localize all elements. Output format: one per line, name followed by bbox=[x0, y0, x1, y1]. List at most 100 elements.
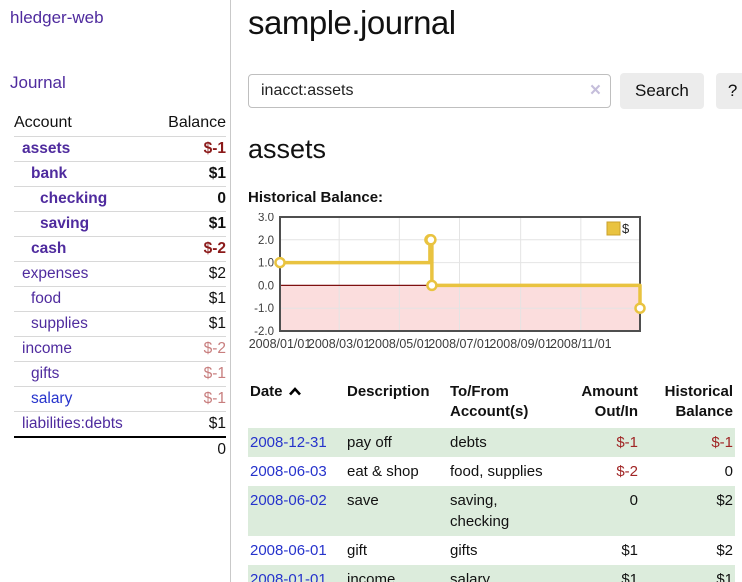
transaction-row: 2008-06-02 save saving, checking 0 $2 bbox=[248, 486, 735, 536]
transaction-date-link[interactable]: 2008-01-01 bbox=[250, 571, 327, 582]
account-link-gifts[interactable]: gifts bbox=[31, 365, 60, 382]
account-balance: $-2 bbox=[152, 236, 226, 262]
search-form: × Search ? bbox=[248, 73, 742, 109]
svg-text:2.0: 2.0 bbox=[258, 235, 274, 247]
transaction-description: pay off bbox=[345, 428, 448, 457]
transaction-amount: $-2 bbox=[616, 463, 638, 480]
help-button[interactable]: ? bbox=[715, 73, 742, 109]
account-row: income $-2 bbox=[14, 336, 226, 362]
accounts-table-header: Account Balance bbox=[14, 112, 226, 137]
transaction-row: 2008-06-01 gift gifts $1 $2 bbox=[248, 536, 735, 565]
transaction-accounts: saving, checking bbox=[448, 486, 560, 536]
register-table-body: 2008-12-31 pay off debts $-1 $-1 2008-06-03 ea… bbox=[248, 428, 735, 582]
account-link-food[interactable]: food bbox=[31, 290, 62, 307]
accounts-total-value: 0 bbox=[14, 436, 226, 462]
account-balance: $1 bbox=[152, 311, 226, 337]
transaction-date-link[interactable]: 2008-06-01 bbox=[250, 542, 327, 559]
transaction-date-link[interactable]: 2008-06-03 bbox=[250, 463, 327, 480]
account-row: saving $1 bbox=[14, 211, 226, 237]
account-link-assets[interactable]: assets bbox=[22, 140, 71, 157]
svg-text:0.0: 0.0 bbox=[258, 280, 274, 292]
amount-column-header: Amount Out/In bbox=[581, 383, 638, 420]
sidebar-item-journal[interactable]: Journal bbox=[10, 73, 66, 92]
transaction-description: income bbox=[345, 565, 448, 582]
date-column-header[interactable]: Date bbox=[248, 380, 345, 428]
svg-text:-2.0: -2.0 bbox=[254, 326, 274, 338]
account-link-expenses[interactable]: expenses bbox=[22, 265, 89, 282]
svg-text:3.0: 3.0 bbox=[258, 213, 274, 224]
account-link-saving[interactable]: saving bbox=[40, 215, 90, 232]
account-link-checking[interactable]: checking bbox=[40, 190, 108, 207]
register-table: Date Description To/From Account(s) Amou… bbox=[248, 380, 735, 582]
account-row: gifts $-1 bbox=[14, 361, 226, 387]
svg-text:2008/01/01: 2008/01/01 bbox=[249, 337, 312, 351]
account-heading: assets bbox=[248, 134, 327, 164]
transaction-date-link[interactable]: 2008-12-31 bbox=[250, 434, 327, 451]
transaction-amount: $-1 bbox=[560, 428, 640, 457]
svg-text:$: $ bbox=[622, 221, 630, 236]
account-balance: $-1 bbox=[152, 361, 226, 387]
transaction-balance: $2 bbox=[716, 542, 733, 559]
search-input[interactable] bbox=[248, 74, 611, 108]
balance-column-header: Balance bbox=[168, 114, 226, 131]
account-balance: $-2 bbox=[152, 336, 226, 362]
transaction-row: 2008-12-31 pay off debts $-1 $-1 bbox=[248, 428, 735, 457]
account-balance: $1 bbox=[152, 211, 226, 237]
transaction-amount: $1 bbox=[621, 542, 638, 559]
account-balance: $1 bbox=[152, 286, 226, 312]
chart-title: Historical Balance: bbox=[248, 189, 384, 206]
transaction-balance: 0 bbox=[724, 463, 733, 480]
account-row: salary $-1 bbox=[14, 386, 226, 412]
historical-balance-chart: $3.0 2.0 1.0 0.0 -1.0 -2.02008/01/012008/03/0… bbox=[249, 212, 646, 351]
transaction-balance: $1 bbox=[640, 565, 735, 582]
account-balance: $-1 bbox=[152, 136, 226, 162]
account-balance: $1 bbox=[152, 161, 226, 187]
accounts-table-body: assets $-1 bank $1 checking 0 saving $1 cash $-2 e… bbox=[14, 136, 226, 437]
sidebar: hledger-web Journal Account Balance asse… bbox=[0, 0, 231, 582]
transaction-accounts: food, supplies bbox=[450, 463, 543, 480]
register-table-header: Date Description To/From Account(s) Amou… bbox=[248, 380, 735, 428]
balance-column-header-register: Historical Balance bbox=[664, 383, 733, 420]
brand-link[interactable]: hledger-web bbox=[10, 8, 104, 27]
account-row: cash $-2 bbox=[14, 236, 226, 262]
account-row: assets $-1 bbox=[14, 136, 226, 162]
transaction-accounts: gifts bbox=[450, 542, 478, 559]
transaction-amount: $1 bbox=[560, 565, 640, 582]
account-link-salary[interactable]: salary bbox=[31, 390, 73, 407]
account-balance: 0 bbox=[152, 186, 226, 212]
accounts-column-header: To/From Account(s) bbox=[450, 383, 529, 420]
sort-ascending-icon bbox=[288, 387, 301, 396]
transaction-description: gift bbox=[347, 542, 368, 559]
search-button[interactable]: Search bbox=[620, 73, 704, 109]
account-row: liabilities:debts $1 bbox=[14, 411, 226, 437]
transaction-balance: $-1 bbox=[640, 428, 735, 457]
account-column-header: Account bbox=[14, 114, 72, 131]
page-title: sample.journal bbox=[248, 4, 456, 41]
account-balance: $-1 bbox=[152, 386, 226, 412]
transaction-accounts: debts bbox=[448, 428, 560, 457]
account-link-cash[interactable]: cash bbox=[31, 240, 67, 257]
account-link-bank[interactable]: bank bbox=[31, 165, 68, 182]
svg-text:2008/03/01: 2008/03/01 bbox=[308, 337, 371, 351]
transaction-date-link[interactable]: 2008-06-02 bbox=[250, 492, 327, 509]
transaction-row: 2008-06-03 eat & shop food, supplies $-2 0 bbox=[248, 457, 735, 486]
account-link-liabilities-debts[interactable]: liabilities:debts bbox=[22, 415, 123, 432]
account-link-income[interactable]: income bbox=[22, 340, 72, 357]
chart-container: $3.0 2.0 1.0 0.0 -1.0 -2.0 2008/01/01 2008/03/0… bbox=[248, 212, 742, 360]
accounts-table: Account Balance assets $-1 bank $1 checking 0… bbox=[14, 112, 226, 462]
svg-text:2008/09/01: 2008/09/01 bbox=[489, 337, 552, 351]
account-row: bank $1 bbox=[14, 161, 226, 187]
account-link-supplies[interactable]: supplies bbox=[31, 315, 88, 332]
transaction-description: save bbox=[345, 486, 448, 536]
account-row: checking 0 bbox=[14, 186, 226, 212]
account-balance: $2 bbox=[152, 261, 226, 287]
transaction-accounts: salary bbox=[448, 565, 560, 582]
clear-search-icon[interactable]: × bbox=[589, 80, 601, 101]
svg-text:2008/05/01: 2008/05/01 bbox=[368, 337, 431, 351]
svg-text:-1.0: -1.0 bbox=[254, 303, 274, 315]
account-row: supplies $1 bbox=[14, 311, 226, 337]
main-content: sample.journal × Search ? assets Histori… bbox=[231, 0, 742, 582]
transaction-amount: 0 bbox=[560, 486, 640, 536]
account-row: expenses $2 bbox=[14, 261, 226, 287]
svg-text:2008/07/01: 2008/07/01 bbox=[428, 337, 491, 351]
